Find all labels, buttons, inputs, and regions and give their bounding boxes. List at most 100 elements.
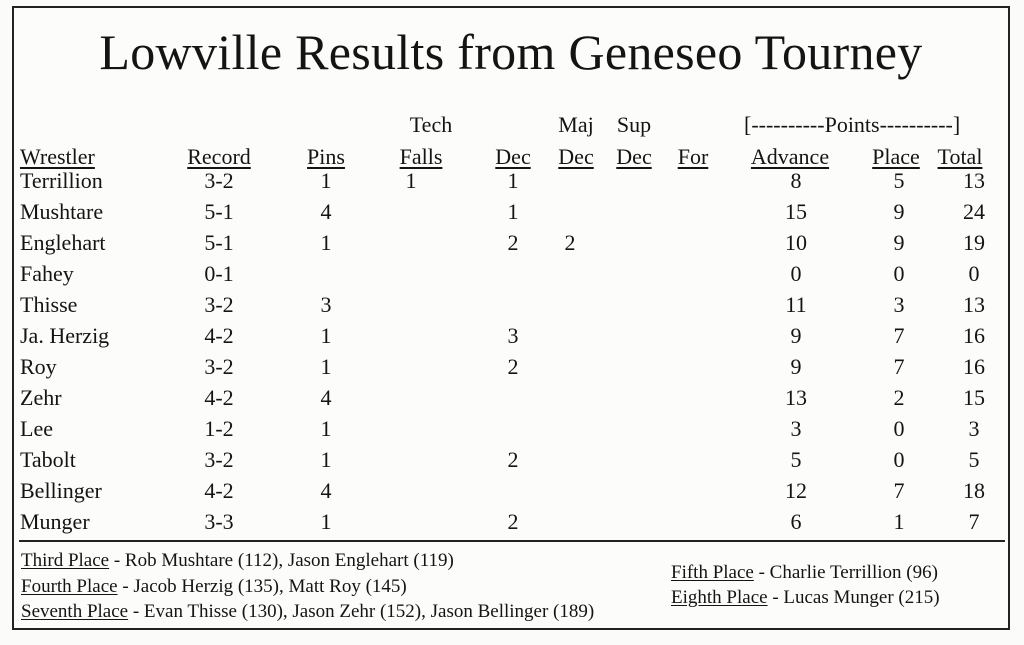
results-document: Lowville Results from Geneseo Tourney Te… [12,6,1010,630]
wrestler-name: Zehr [20,385,62,410]
pins-cell: 1 [320,323,332,348]
table-row: Zehr 4-2 4 13 2 15 [14,385,1008,416]
advance-cell: 3 [790,416,802,441]
award-text: - Charlie Terrillion (96) [753,562,938,583]
header-total: Total [937,144,983,169]
table-row: Roy 3-2 1 2 9 7 16 [14,354,1008,385]
award-label: Seventh Place [21,601,129,622]
document-title: Lowville Results from Geneseo Tourney [99,24,923,80]
header-advance: Advance [750,144,830,169]
total-cell: 13 [963,168,985,193]
record-cell: 3-2 [204,168,234,193]
pins-cell: 4 [320,199,332,224]
advance-cell: 0 [790,261,802,286]
table-row: Lee 1-2 1 3 0 3 [14,416,1008,447]
advance-cell: 9 [790,354,802,379]
header-points-bracket: [----------Points----------] [744,112,961,137]
total-cell: 3 [968,416,980,441]
award-label: Fifth Place [671,562,754,583]
pins-cell: 3 [320,292,332,317]
pins-cell: 1 [320,230,332,255]
advance-cell: 9 [790,323,802,348]
dec-cell: 1 [507,168,519,193]
advance-cell: 5 [790,447,802,472]
wrestler-name: Tabolt [20,447,76,472]
record-cell: 3-3 [204,509,234,534]
place-cell: 7 [893,354,905,379]
wrestler-name: Fahey [20,261,74,286]
total-cell: 13 [963,292,985,317]
total-cell: 7 [968,509,980,534]
total-cell: 5 [968,447,980,472]
place-cell: 0 [893,447,905,472]
table-row: Tabolt 3-2 1 2 5 0 5 [14,447,1008,478]
advance-cell: 11 [785,292,807,317]
dec-cell: 2 [507,354,519,379]
award-text: - Evan Thisse (130), Jason Zehr (152), J… [128,601,595,622]
header-dec: Dec [495,144,531,169]
header-maj: Maj [558,112,594,137]
total-cell: 0 [968,261,980,286]
total-cell: 18 [963,478,985,503]
record-cell: 4-2 [204,478,234,503]
wrestler-name: Ja. Herzig [20,323,110,348]
total-cell: 16 [963,323,985,348]
place-cell: 7 [893,323,905,348]
place-cell: 7 [893,478,905,503]
award-seventh-place: Seventh Place - Evan Thisse (130), Jason… [21,601,594,623]
header-tech: Tech [409,112,453,137]
header-sup-dec: Dec [616,144,652,169]
table-row: Terrillion 3-2 1 1 1 8 5 13 [14,168,1008,199]
table-row: Englehart 5-1 1 2 2 10 9 19 [14,230,1008,261]
dec-cell: 1 [507,199,519,224]
header-wrestler: Wrestler [20,144,95,169]
maj-dec-cell: 2 [564,230,576,255]
dec-cell: 2 [507,230,519,255]
tech-falls-cell: 1 [405,168,417,193]
award-label: Eighth Place [671,587,768,608]
record-cell: 4-2 [204,323,234,348]
record-cell: 1-2 [204,416,234,441]
place-cell: 0 [893,261,905,286]
header-place: Place [872,144,920,169]
table-row: Munger 3-3 1 2 6 1 7 [14,509,1008,540]
wrestler-name: Lee [20,416,53,441]
advance-cell: 8 [790,168,802,193]
wrestler-name: Thisse [20,292,78,317]
pins-cell: 1 [320,416,332,441]
award-eighth-place: Eighth Place - Lucas Munger (215) [671,587,940,609]
record-cell: 4-2 [204,385,234,410]
wrestler-name: Englehart [20,230,106,255]
header-sup: Sup [616,112,652,137]
place-cell: 9 [893,199,905,224]
total-cell: 24 [963,199,985,224]
header-pins: Pins [307,144,345,169]
award-fourth-place: Fourth Place - Jacob Herzig (135), Matt … [21,576,407,598]
header-maj-dec: Dec [558,144,594,169]
record-cell: 5-1 [204,230,234,255]
place-cell: 0 [893,416,905,441]
record-cell: 0-1 [204,261,234,286]
table-row: Thisse 3-2 3 11 3 13 [14,292,1008,323]
pins-cell: 1 [320,168,332,193]
place-cell: 2 [893,385,905,410]
pins-cell: 1 [320,509,332,534]
total-cell: 15 [963,385,985,410]
place-cell: 5 [893,168,905,193]
award-fifth-place: Fifth Place - Charlie Terrillion (96) [671,562,938,584]
award-third-place: Third Place - Rob Mushtare (112), Jason … [21,550,454,572]
award-text: - Lucas Munger (215) [767,587,940,608]
dec-cell: 2 [507,447,519,472]
wrestler-name: Mushtare [20,199,104,224]
wrestler-name: Bellinger [20,478,102,503]
wrestler-name: Roy [20,354,57,379]
award-text: - Rob Mushtare (112), Jason Englehart (1… [109,550,454,571]
award-label: Third Place [21,550,110,571]
record-cell: 5-1 [204,199,234,224]
dec-cell: 2 [507,509,519,534]
header-tech-falls: Falls [399,144,443,169]
wrestler-name: Terrillion [20,168,103,193]
place-cell: 1 [893,509,905,534]
total-cell: 19 [963,230,985,255]
table-row: Fahey 0-1 0 0 0 [14,261,1008,292]
